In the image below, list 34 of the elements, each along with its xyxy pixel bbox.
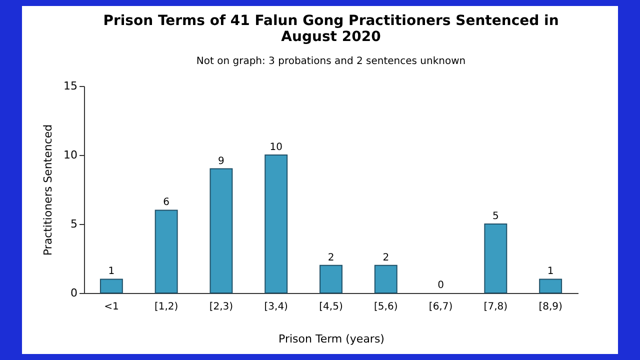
x-tick-label: [8,9) [538,302,562,312]
data-label: 5 [492,211,499,222]
bar [374,264,398,294]
bar [264,154,288,294]
x-tick-label: [7,8) [484,302,508,312]
x-tick-label: [3,4) [264,302,288,312]
bar [100,278,123,294]
chart-title: Prison Terms of 41 Falun Gong Practitioners Sentenced in August 2020 [103,13,559,45]
x-tick-label: [5,6) [374,302,398,312]
data-label: 6 [163,197,170,208]
data-label: 2 [382,252,390,264]
y-axis-title: Practitioners Sentenced [42,124,55,256]
y-tick-label: 0 [70,286,78,300]
bar [320,264,342,294]
y-tick-label: 5 [70,218,78,230]
x-tick-label: [4,5) [319,302,343,312]
data-label: 9 [218,156,224,167]
x-tick-label: [6,7) [428,302,453,312]
bar [154,210,178,294]
y-tick-label: 10 [64,148,78,162]
data-label: 0 [438,280,444,291]
data-label: 10 [270,142,282,153]
y-tick-label: 15 [64,80,78,92]
x-tick-label: [2,3) [209,302,234,312]
data-label: 2 [328,252,334,264]
text: Not on graph: 3 probations and 2 sentences unknown [196,56,466,67]
bar [210,168,233,294]
bar [539,278,562,294]
x-tick-label: [1,2) [154,302,178,312]
data-label: 1 [547,266,554,278]
data-label: 1 [108,266,115,278]
x-tick-label: <1 [104,302,119,312]
bar [484,224,508,294]
x-axis-title: Prison Term (years) [278,332,384,346]
